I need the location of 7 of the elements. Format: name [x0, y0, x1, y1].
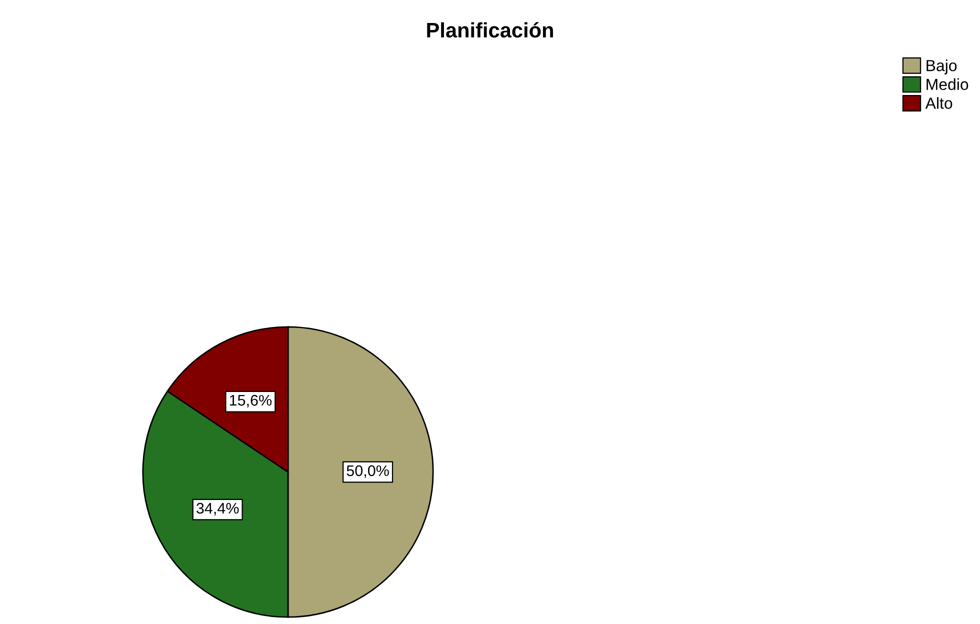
legend-label: Medio [926, 78, 968, 90]
chart-title: Planificación [427, 22, 553, 38]
legend-label: Bajo [926, 60, 957, 74]
data-label: 50,0% [346, 465, 389, 478]
data-label: 34,4% [196, 502, 239, 516]
legend-label: Alto [925, 97, 952, 109]
data-label: 15,6% [230, 394, 272, 408]
